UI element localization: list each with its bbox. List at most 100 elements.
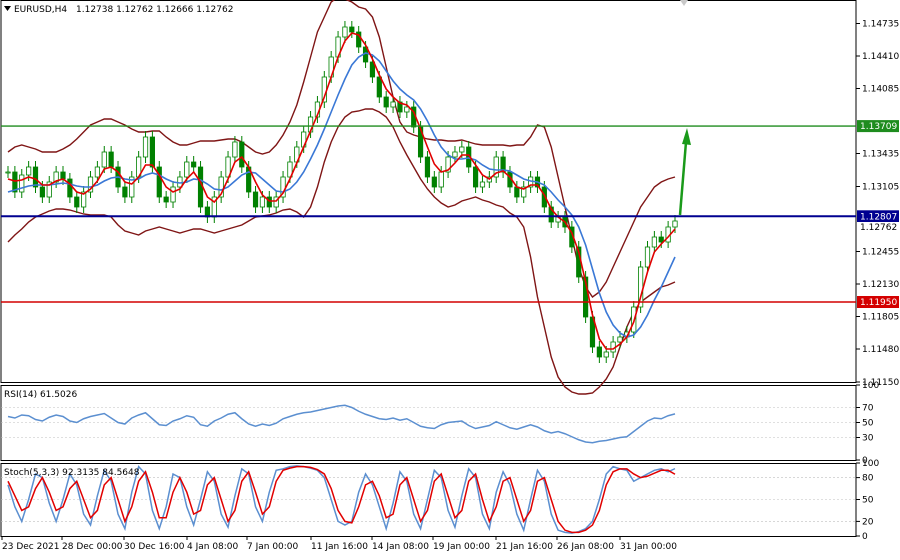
candle-body (369, 61, 376, 78)
symbol-title: EURUSD,H4 (14, 5, 67, 15)
candle-body (87, 176, 94, 193)
candle-body (452, 151, 458, 158)
candle-body (149, 136, 156, 168)
price-tick-label: 1.14410 (862, 52, 899, 62)
arrow-shaft (678, 141, 688, 216)
osc-tick-label: 50 (862, 496, 874, 506)
candlesticks (5, 21, 678, 363)
candle-body (596, 346, 602, 358)
candle-body (142, 136, 149, 158)
osc-tick-label: 20 (862, 517, 874, 527)
red-level-tag (857, 296, 899, 308)
horizontal-levels[interactable]: 1.13709 1.12807 1.11950 1.12762 (1, 120, 899, 308)
time-tick-label: 7 Jan 00:00 (247, 542, 299, 552)
candle-body (81, 191, 87, 208)
close-price-tag (857, 222, 899, 232)
osc-tick-label: 0 (862, 456, 868, 466)
moving-averages (7, 32, 676, 350)
price-tick-label: 1.14735 (862, 20, 899, 30)
candle-body (651, 236, 657, 248)
candle-body (266, 196, 272, 208)
candle-body (472, 166, 479, 188)
bollinger-bands (7, 0, 676, 395)
candle-body (163, 196, 169, 203)
stochastic-lines (7, 465, 676, 534)
candle-body (252, 191, 259, 208)
time-tick-label: 4 Jan 08:00 (187, 542, 239, 552)
candle-body (438, 171, 444, 188)
candle-body (431, 176, 437, 188)
chart-header: EURUSD,H4 1.12738 1.12762 1.12666 1.1276… (4, 5, 233, 15)
time-tick-label: 14 Jan 08:00 (372, 542, 429, 552)
rsi-panel[interactable]: 100 70 50 30 0 RSI(14) 61.5026 (1, 381, 879, 466)
osc-tick-label: 70 (862, 404, 874, 414)
bollinger-upper-line (7, 0, 676, 298)
price-tick-label: 1.11480 (862, 345, 899, 355)
price-tick-label: 1.12130 (862, 280, 899, 290)
time-tick-label: 11 Jan 16:00 (311, 542, 368, 552)
candle-body (108, 151, 114, 168)
price-tick-label: 1.11805 (862, 313, 899, 323)
candle-body (191, 161, 197, 168)
candle-body (672, 220, 678, 228)
blue-level-tag (857, 210, 899, 223)
price-tick-label: 1.13435 (862, 150, 899, 160)
candle-body (12, 171, 18, 193)
candle-body (53, 171, 59, 183)
price-panel-frame (0, 0, 857, 383)
candle-body (521, 186, 527, 198)
candle-body (74, 196, 80, 208)
candle-body (424, 156, 431, 178)
price-tick-label: 1.14085 (862, 85, 899, 95)
candle-body (60, 171, 66, 180)
time-tick-label: 19 Jan 00:00 (433, 542, 490, 552)
candle-body (67, 178, 73, 198)
candle-body (122, 186, 128, 198)
green-level-tag (857, 120, 899, 133)
candle-body (383, 96, 389, 108)
time-axis: 23 Dec 2021 28 Dec 00:00 30 Dec 16:00 4 Jan… (1, 536, 677, 552)
osc-tick-label: 80 (862, 474, 874, 484)
fast-moving-average-line (7, 32, 676, 350)
candle-body (514, 186, 520, 198)
rsi-line (7, 404, 676, 444)
candle-body (184, 161, 190, 178)
candle-body (390, 101, 396, 108)
candle-body (493, 156, 499, 178)
candle-body (156, 166, 162, 198)
dropdown-triangle-icon[interactable] (4, 6, 11, 11)
time-tick-label: 30 Dec 16:00 (124, 542, 185, 552)
candle-body (541, 186, 547, 208)
candle-body (19, 174, 25, 193)
candle-body (479, 181, 486, 188)
shift-marker-icon[interactable] (680, 0, 688, 6)
up-arrow-icon (678, 128, 691, 216)
rsi-series-line (7, 404, 676, 444)
price-tick-label: 1.12455 (862, 248, 899, 258)
candle-body (617, 336, 623, 343)
blue-level-label: 1.12807 (860, 212, 897, 222)
stochastic-axis: 100 80 50 20 0 (856, 459, 879, 542)
price-axis: 1.14735 1.14410 1.14085 1.13435 1.13105 1.124… (856, 20, 899, 388)
candle-body (259, 196, 266, 208)
stochastic-panel[interactable]: 100 80 50 20 0 Stoch(5,3,3) 92.3135 84.5648 (1, 459, 879, 542)
candle-body (445, 156, 451, 173)
stochastic-title: Stoch(5,3,3) 92.3135 84.5648 (4, 468, 140, 478)
stochastic-grid (1, 477, 856, 522)
candle-body (603, 351, 609, 358)
price-tick-label: 1.11150 (862, 378, 899, 388)
candle-body (39, 186, 45, 198)
osc-tick-label: 100 (862, 459, 879, 469)
candle-body (94, 166, 100, 178)
ohlc-values: 1.12738 1.12762 1.12666 1.12762 (76, 5, 233, 15)
candle-body (232, 141, 238, 158)
candle-body (376, 76, 382, 98)
close-price-label: 1.12762 (860, 223, 897, 233)
time-tick-label: 21 Jan 16:00 (496, 542, 553, 552)
price-tick-label: 1.13105 (862, 183, 899, 193)
candle-body (5, 171, 11, 174)
time-tick-label: 23 Dec 2021 (2, 542, 60, 552)
